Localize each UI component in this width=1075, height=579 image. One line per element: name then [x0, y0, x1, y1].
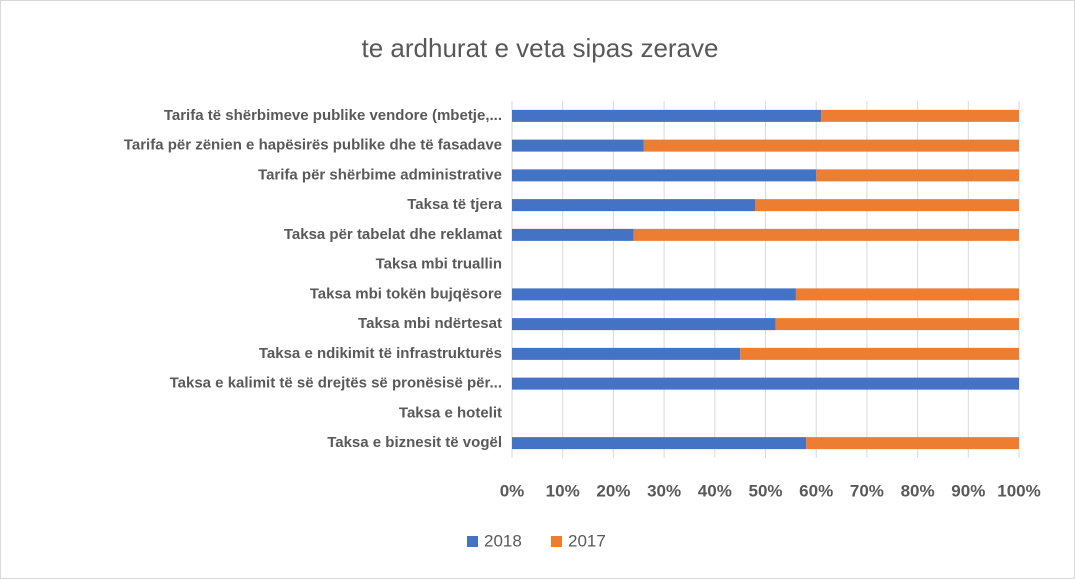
bar-segment: [821, 109, 1019, 122]
x-tick-label: 0%: [500, 481, 525, 500]
y-tick-label: Taksa e hotelit: [399, 404, 502, 421]
x-tick-label: 100%: [997, 481, 1040, 500]
y-tick-label: Taksa e biznesit të vogël: [327, 434, 502, 451]
bar-segment: [512, 377, 1019, 390]
bar-segment: [512, 109, 822, 122]
x-tick-label: 80%: [901, 481, 935, 500]
x-tick-label: 30%: [647, 481, 681, 500]
y-tick-label: Taksa mbi tokën bujqësore: [310, 285, 502, 302]
bar-segment: [643, 139, 1019, 152]
bar-segment: [795, 288, 1019, 301]
legend-swatch: [467, 536, 478, 547]
y-tick-label: Tarifa të shërbimeve publike vendore (mb…: [164, 107, 502, 124]
bar-segment: [512, 437, 807, 450]
bar-segment: [512, 139, 644, 152]
x-tick-label: 50%: [748, 481, 782, 500]
x-tick-label: 90%: [951, 481, 985, 500]
bar-segment: [806, 437, 1019, 450]
bar-segment: [775, 318, 1019, 331]
legend-label: 2017: [568, 531, 606, 550]
bar-segment: [755, 199, 1019, 212]
y-tick-label: Taksa mbi truallin: [376, 256, 502, 273]
y-tick-label: Taksa për tabelat dhe reklamat: [284, 226, 502, 243]
bar-segment: [816, 169, 1019, 182]
y-tick-label: Taksa të tjera: [407, 196, 502, 213]
y-tick-label: Taksa e kalimit të së drejtës së pronësi…: [170, 375, 502, 392]
x-tick-label: 10%: [546, 481, 580, 500]
bar-segment: [512, 228, 634, 241]
bar-segment: [512, 288, 796, 301]
bar-segment: [512, 169, 817, 182]
y-tick-label: Taksa e ndikimit të infrastrukturës: [259, 345, 502, 362]
x-tick-label: 60%: [799, 481, 833, 500]
bar-segment: [512, 318, 776, 331]
chart-title: te ardhurat e veta sipas zerave: [362, 33, 719, 63]
x-tick-label: 20%: [596, 481, 630, 500]
y-tick-label: Taksa mbi ndërtesat: [358, 315, 502, 332]
legend-label: 2018: [484, 531, 522, 550]
bar-segment: [512, 347, 741, 360]
x-tick-label: 70%: [850, 481, 884, 500]
bar-segment: [512, 199, 756, 212]
x-tick-label: 40%: [698, 481, 732, 500]
y-tick-label: Tarifa për zënien e hapësirës publike dh…: [124, 137, 502, 154]
legend-swatch: [551, 536, 562, 547]
y-tick-label: Tarifa për shërbime administrative: [258, 166, 502, 183]
bar-segment: [633, 228, 1019, 241]
bar-segment: [740, 347, 1019, 360]
